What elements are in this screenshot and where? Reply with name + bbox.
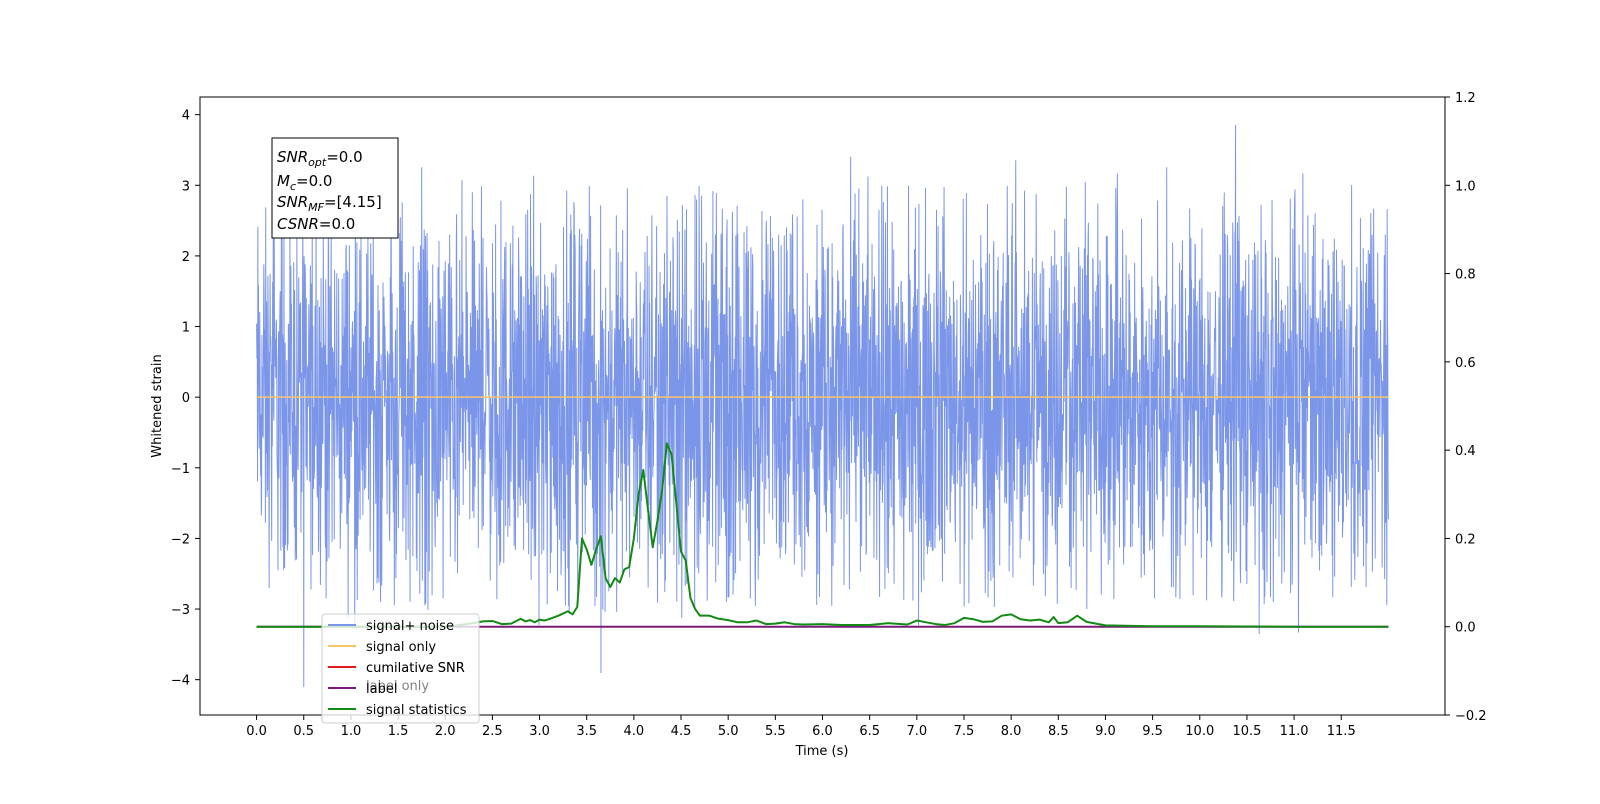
y2-tick-label: 0.2 [1455, 532, 1476, 547]
y2-tick-label: 0.0 [1455, 621, 1476, 636]
y-tick-label: 1 [182, 321, 190, 336]
y-axis-label: Whitened strain [150, 354, 165, 457]
y2-tick-label: 0.8 [1455, 268, 1476, 283]
x-tick-label: 5.5 [765, 724, 786, 739]
x-tick-label: 8.5 [1048, 724, 1069, 739]
csnr-text: CSNR=0.0 [277, 215, 355, 233]
x-tick-label: 3.0 [529, 724, 550, 739]
y2-tick-label: 1.2 [1455, 91, 1476, 106]
x-tick-label: 10.0 [1185, 724, 1214, 739]
x-axis-label: Time (s) [795, 744, 849, 759]
y-tick-label: 4 [182, 109, 190, 124]
y2-tick-label: 0.6 [1455, 356, 1476, 371]
x-tick-label: 11.5 [1327, 724, 1356, 739]
x-tick-label: 7.0 [906, 724, 927, 739]
x-tick-label: 1.5 [388, 724, 409, 739]
info-box-frame [271, 137, 399, 239]
x-tick-label: 1.0 [341, 724, 362, 739]
signal-statistics-line [256, 442, 1389, 628]
x-tick-label: 3.5 [576, 724, 597, 739]
x-tick-label: 4.5 [671, 724, 692, 739]
y-axis-left: 4 3 2 1 0 −1 −2 −3 −4 [171, 109, 200, 689]
legend-label-label: label [366, 682, 397, 697]
y2-tick-label: 1.0 [1455, 179, 1476, 194]
x-tick-label: 9.0 [1095, 724, 1116, 739]
snr-mf-text: SNRMF=[4.15] [277, 193, 382, 214]
x-tick-label: 0.0 [246, 724, 267, 739]
y-tick-label: 0 [182, 391, 190, 406]
x-tick-label: 11.0 [1280, 724, 1309, 739]
legend-label-signal-statistics: signal statistics [366, 703, 467, 718]
y-axis-right: 1.2 1.0 0.8 0.6 0.4 0.2 0.0 −0.2 [1445, 91, 1487, 724]
legend-frame [321, 613, 480, 724]
mc-text: Mc=0.0 [277, 172, 332, 193]
x-tick-label: 6.5 [859, 724, 880, 739]
legend-label-cumulative-snr: cumilative SNR [366, 661, 465, 676]
legend-label-signal-noise: signal+ noise [366, 619, 454, 634]
x-tick-label: 4.0 [624, 724, 645, 739]
legend-label-signal-only: signal only [366, 640, 436, 655]
x-tick-label: 2.0 [435, 724, 456, 739]
x-tick-label: 9.5 [1142, 724, 1163, 739]
legend-ghost-label: cumilative SNR [366, 661, 465, 676]
y-tick-label: −1 [171, 462, 190, 477]
y-tick-label: 3 [182, 179, 190, 194]
y-tick-label: −3 [171, 603, 190, 618]
info-box: SNRopt=0.0 Mc=0.0 SNRMF=[4.15] CSNR=0.0 [271, 137, 399, 239]
signal-noise-series [256, 124, 1389, 688]
x-axis: 0.0 0.5 1.0 1.5 2.0 2.5 3.0 3.5 4.0 4.5 5.0 5.5 6.0 6… [246, 715, 1356, 739]
x-tick-label: 10.5 [1232, 724, 1261, 739]
x-tick-label: 6.0 [812, 724, 833, 739]
x-tick-label: 8.0 [1001, 724, 1022, 739]
x-tick-label: 0.5 [293, 724, 314, 739]
signal-noise-line [256, 124, 1389, 688]
y-tick-label: −2 [171, 532, 190, 547]
y-tick-label: −4 [171, 674, 190, 689]
x-tick-label: 7.5 [954, 724, 975, 739]
snr-opt-text: SNRopt=0.0 [277, 148, 363, 169]
x-tick-label: 5.0 [718, 724, 739, 739]
y2-tick-label: −0.2 [1455, 709, 1487, 724]
legend: label only cumilative SNR signal+ noise … [321, 613, 480, 724]
y2-tick-label: 0.4 [1455, 444, 1476, 459]
x-tick-label: 2.5 [482, 724, 503, 739]
legend-ghost-label: label only [366, 679, 429, 694]
y-tick-label: 2 [182, 250, 190, 265]
